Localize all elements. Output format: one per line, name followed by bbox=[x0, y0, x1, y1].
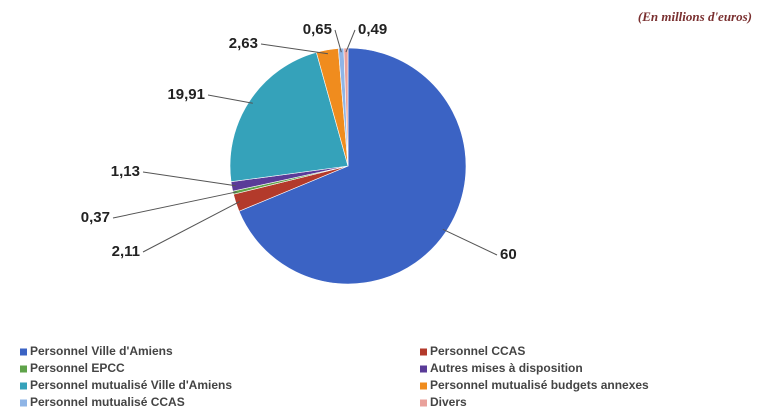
legend-swatch bbox=[20, 365, 27, 373]
legend-label: Personnel mutualisé Ville d'Amiens bbox=[30, 378, 232, 392]
pie-slice bbox=[238, 47, 467, 285]
leader-line bbox=[345, 29, 356, 53]
leader-line bbox=[112, 191, 238, 219]
leader-line bbox=[260, 43, 329, 55]
leader-line bbox=[334, 29, 342, 53]
legend-label: Personnel mutualisé CCAS bbox=[30, 395, 185, 409]
leader-line bbox=[442, 228, 498, 256]
legend-label: Personnel Ville d'Amiens bbox=[30, 344, 173, 358]
legend-swatch bbox=[20, 348, 27, 356]
data-label: 60 bbox=[500, 246, 517, 263]
data-label: 2,63 bbox=[229, 35, 258, 52]
legend-label: Personnel mutualisé budgets annexes bbox=[430, 378, 649, 392]
legend-swatch bbox=[420, 382, 427, 390]
legend-swatch bbox=[20, 399, 27, 407]
data-label: 0,65 bbox=[303, 21, 332, 38]
legend-swatch bbox=[20, 382, 27, 390]
chart-subtitle: (En millions d'euros) bbox=[638, 9, 752, 24]
data-label: 19,91 bbox=[167, 86, 205, 103]
data-label: 1,13 bbox=[111, 163, 140, 180]
legend-label: Personnel EPCC bbox=[30, 361, 125, 375]
data-label: 0,49 bbox=[358, 21, 387, 38]
legend-label: Personnel CCAS bbox=[430, 344, 525, 358]
legend-swatch bbox=[420, 399, 427, 407]
leader-line bbox=[142, 171, 236, 187]
leader-line bbox=[207, 94, 253, 104]
legend-swatch bbox=[420, 365, 427, 373]
leader-line bbox=[142, 201, 240, 253]
legend-label: Divers bbox=[430, 395, 467, 409]
pie-slice bbox=[229, 51, 349, 183]
legend-swatch bbox=[420, 348, 427, 356]
legend-label: Autres mises à disposition bbox=[430, 361, 583, 375]
data-label: 2,11 bbox=[112, 243, 140, 260]
data-label: 0,37 bbox=[81, 209, 110, 226]
